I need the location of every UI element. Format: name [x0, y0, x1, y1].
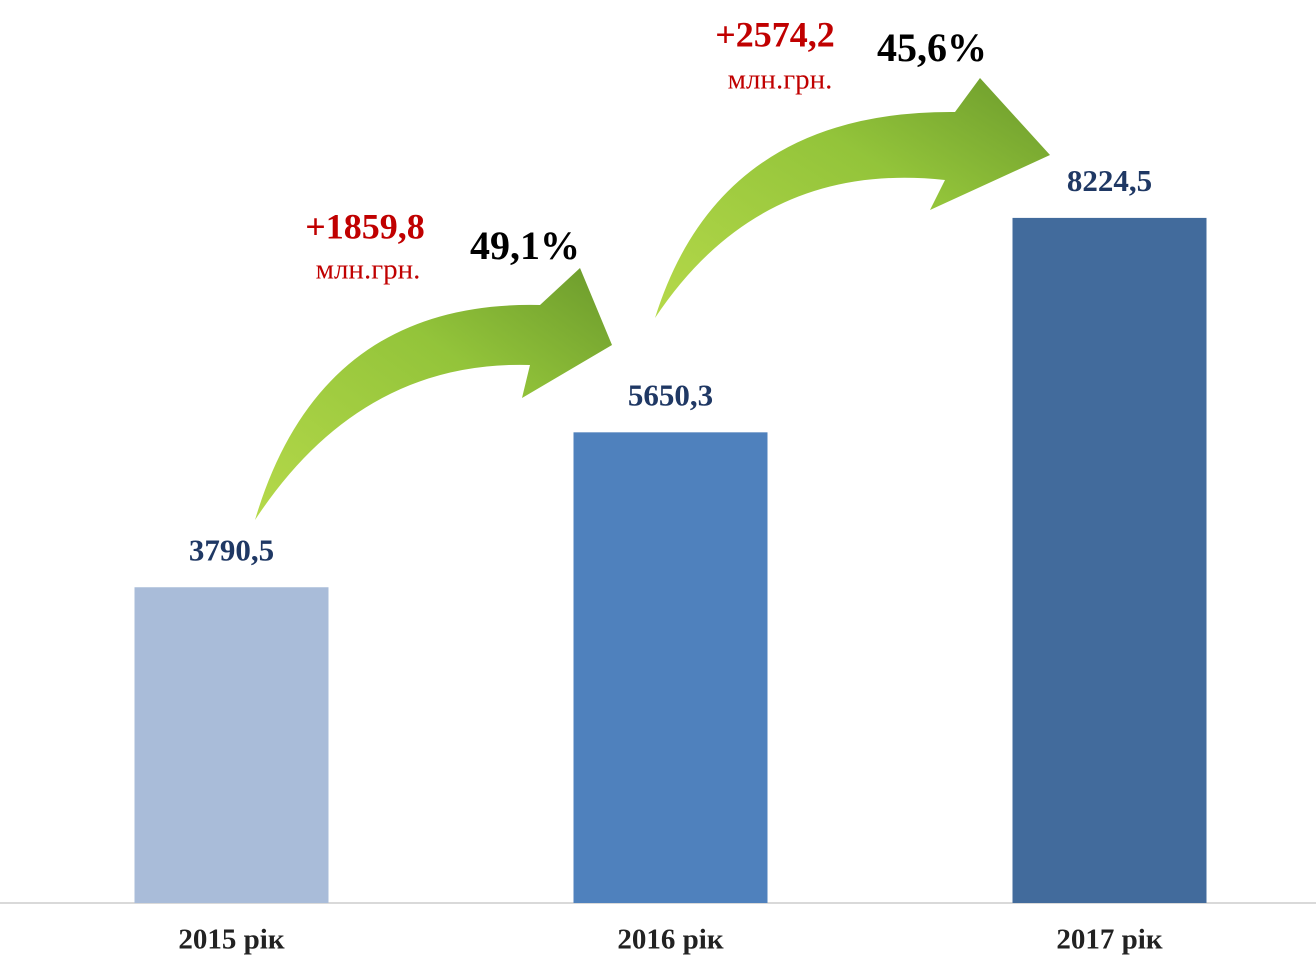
- growth-arrow: [655, 78, 1050, 318]
- bar: [1012, 217, 1207, 903]
- value-label: 8224,5: [1067, 163, 1152, 198]
- unit-label: млн.грн.: [728, 64, 833, 96]
- bar: [573, 432, 768, 903]
- value-label: 5650,3: [628, 377, 713, 412]
- change-label: +1859,8: [305, 206, 425, 246]
- unit-label: млн.грн.: [316, 254, 421, 286]
- x-tick-label: 2016 рік: [617, 924, 723, 956]
- value-label: 3790,5: [189, 532, 274, 567]
- bar: [134, 587, 329, 903]
- percent-label: 49,1%: [470, 223, 580, 268]
- growth-arrow: [255, 268, 612, 520]
- change-label: +2574,2: [715, 14, 835, 54]
- percent-label: 45,6%: [877, 25, 987, 70]
- x-tick-label: 2015 рік: [178, 924, 284, 956]
- x-tick-label: 2017 рік: [1056, 924, 1162, 956]
